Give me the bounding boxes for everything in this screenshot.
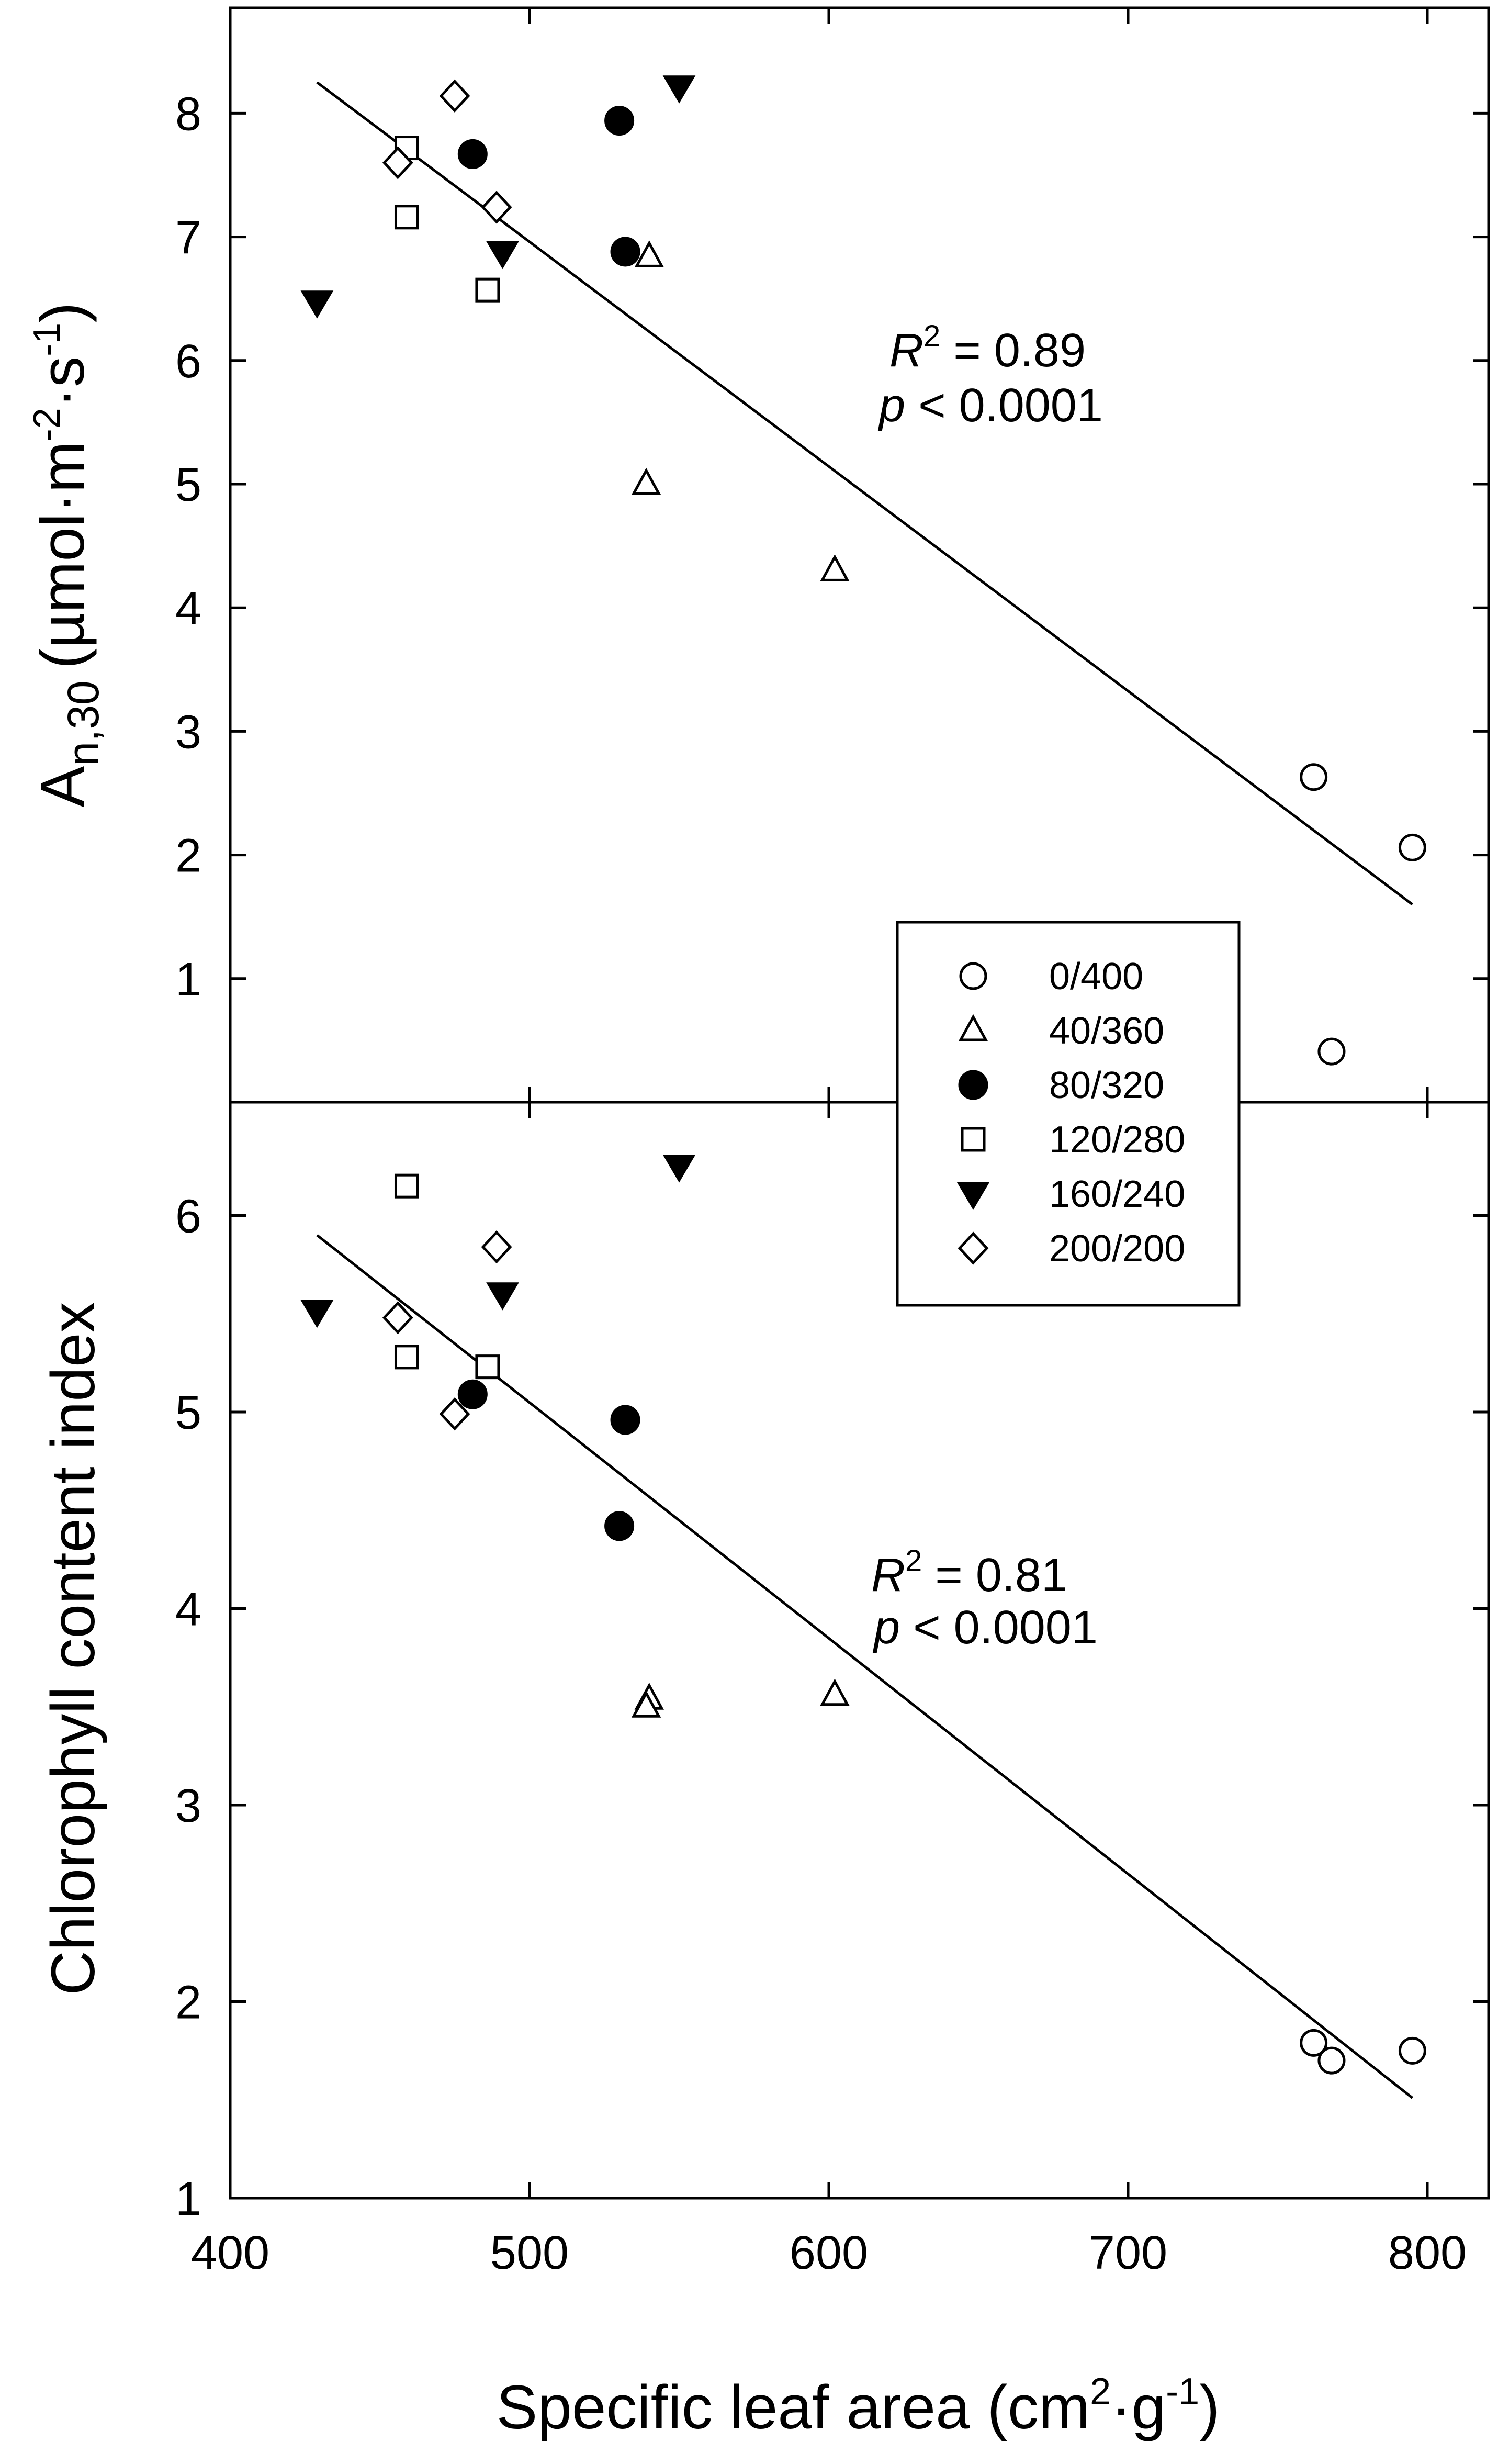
top-point-160-240: [486, 241, 519, 270]
top-point-40-360: [634, 240, 664, 267]
top-y-tick-label: 6: [175, 335, 201, 388]
bottom-point-120-280: [475, 1354, 500, 1380]
bottom-y-tick-label: 1: [175, 2173, 201, 2225]
top-r2-annotation: R2 = 0.89: [889, 319, 1086, 377]
x-tick-label: 500: [490, 2227, 569, 2279]
x-tick-label: 600: [790, 2227, 868, 2279]
top-point-0-400: [1317, 1037, 1346, 1066]
top-point-160-240: [300, 290, 334, 319]
top-y-tick-label: 2: [175, 830, 201, 882]
top-point-40-360: [820, 554, 850, 581]
bottom-data-points: [300, 1155, 1426, 2075]
legend-label: 40/360: [1049, 1010, 1164, 1052]
bottom-y-tick-label: 4: [175, 1584, 201, 1636]
legend-entries: 0/400 40/360 80/320 120/280 160/240 200/200: [956, 956, 1185, 1270]
top-data-points: [300, 75, 1426, 1066]
bottom-point-160-240: [486, 1282, 519, 1311]
top-y-tick-label: 7: [175, 212, 201, 264]
top-panel-frame: [229, 6, 1490, 1104]
legend: 0/400 40/360 80/320 120/280 160/240 200/200: [896, 921, 1241, 1307]
legend-label: 120/280: [1049, 1119, 1185, 1161]
top-y-axis: 1 2 3 4 5 6 7 8: [175, 88, 1489, 1006]
top-y-tick-label: 5: [175, 459, 201, 511]
bottom-point-200-200: [481, 1230, 512, 1264]
legend-label: 160/240: [1049, 1173, 1185, 1215]
legend-marker-0-400: [959, 962, 987, 990]
top-point-120-280: [394, 136, 419, 161]
top-point-80-320: [604, 106, 635, 136]
top-y-tick-label: 1: [175, 954, 201, 1006]
bottom-point-0-400: [1398, 2036, 1426, 2065]
bottom-point-120-280: [394, 1173, 419, 1199]
top-point-160-240: [662, 75, 696, 104]
top-point-40-360: [631, 467, 661, 495]
top-y-axis-title: An,30(µmol·m-2·s-1): [26, 303, 108, 808]
bottom-p-annotation: p < 0.0001: [872, 1601, 1098, 1654]
bottom-point-200-200: [439, 1397, 470, 1431]
bottom-point-80-320: [457, 1379, 488, 1409]
bottom-y-axis: 1 2 3 4 5 6: [175, 1191, 1489, 2225]
bottom-point-160-240: [662, 1155, 696, 1183]
legend-box: [896, 921, 1241, 1307]
bottom-y-tick-label: 3: [175, 1780, 201, 1832]
legend-label: 0/400: [1049, 956, 1143, 998]
bottom-y-tick-label: 2: [175, 1977, 201, 2029]
bottom-point-0-400: [1300, 2029, 1328, 2057]
bottom-y-tick-label: 6: [175, 1191, 201, 1243]
bottom-point-40-360: [820, 1678, 850, 1706]
legend-marker-40-360: [958, 1014, 988, 1041]
bottom-point-80-320: [604, 1511, 635, 1541]
bottom-point-160-240: [300, 1300, 334, 1328]
legend-marker-120-280: [961, 1127, 986, 1152]
top-y-tick-label: 8: [175, 88, 201, 140]
legend-label: 80/320: [1049, 1065, 1164, 1106]
top-fit-line: [316, 81, 1413, 906]
bottom-point-80-320: [610, 1405, 640, 1435]
x-axis: 400 500 600 700 800: [191, 8, 1467, 2279]
top-point-120-280: [475, 277, 500, 303]
legend-marker-160-240: [956, 1182, 990, 1210]
bottom-point-40-360: [631, 1690, 661, 1718]
legend-marker-80-320: [958, 1070, 988, 1100]
x-tick-label: 400: [191, 2227, 269, 2279]
top-point-0-400: [1300, 763, 1328, 791]
bottom-y-axis-title: Chlorophyll content index: [39, 1302, 108, 1995]
top-point-120-280: [394, 205, 419, 230]
top-y-tick-label: 3: [175, 706, 201, 758]
bottom-r2-annotation: R2 = 0.81: [871, 1544, 1067, 1601]
x-axis-title: Specific leaf area (cm2·g-1): [497, 2371, 1220, 2442]
bottom-point-120-280: [394, 1345, 419, 1370]
x-tick-label: 800: [1388, 2227, 1467, 2279]
top-point-0-400: [1398, 833, 1426, 861]
bottom-panel-frame: [229, 1101, 1490, 2200]
bottom-point-200-200: [382, 1301, 413, 1335]
bottom-point-0-400: [1317, 2046, 1346, 2075]
top-point-80-320: [610, 237, 640, 267]
top-point-200-200: [481, 191, 512, 224]
x-tick-label: 700: [1089, 2227, 1167, 2279]
legend-label: 200/200: [1049, 1228, 1185, 1270]
bottom-y-tick-label: 5: [175, 1387, 201, 1439]
legend-marker-200-200: [958, 1231, 989, 1265]
top-regression-line: [316, 81, 1413, 906]
top-point-200-200: [439, 79, 470, 113]
top-point-80-320: [457, 139, 488, 169]
top-p-annotation: p < 0.0001: [877, 379, 1103, 432]
top-point-200-200: [382, 146, 413, 180]
top-y-tick-label: 4: [175, 583, 201, 635]
